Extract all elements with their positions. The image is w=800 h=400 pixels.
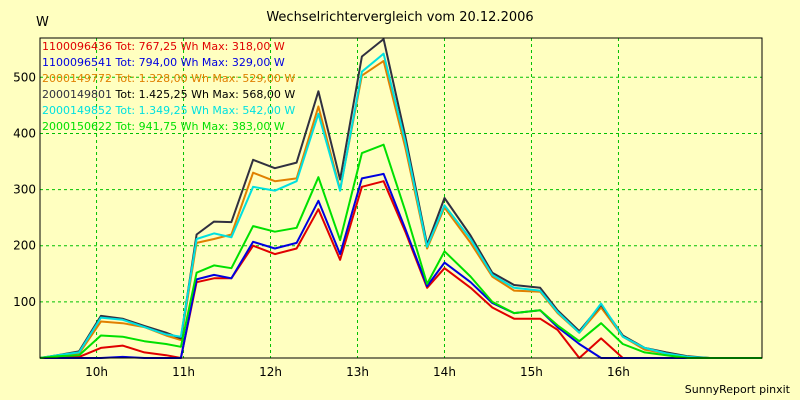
footer-credit: SunnyReport pinxit [684, 383, 790, 396]
y-tick-label-500: 500 [13, 70, 36, 84]
x-tick-label-13h: 13h [346, 365, 369, 379]
x-tick-label-10h: 10h [85, 365, 108, 379]
legend-entry-2000149801: 2000149801 Tot: 1.425,25 Wh Max: 568,00 … [42, 88, 295, 101]
x-tick-label-14h: 14h [433, 365, 456, 379]
legend-entry-2000150622: 2000150622 Tot: 941,75 Wh Max: 383,00 W [42, 120, 285, 133]
legend-entry-2000149852: 2000149852 Tot: 1.349,25 Wh Max: 542,00 … [42, 104, 295, 117]
x-tick-label-16h: 16h [607, 365, 630, 379]
x-tick-label-12h: 12h [259, 365, 282, 379]
y-tick-label-400: 400 [13, 126, 36, 140]
x-tick-label-11h: 11h [172, 365, 195, 379]
series-line-2000150622 [39, 143, 762, 359]
series-line-2000149852 [39, 52, 762, 359]
plot-border [39, 37, 763, 359]
y-tick-label-300: 300 [13, 183, 36, 197]
legend-entry-2000149772: 2000149772 Tot: 1.328,00 Wh Max: 529,00 … [42, 72, 295, 85]
y-tick-label-200: 200 [13, 239, 36, 253]
y-axis-unit: W [36, 15, 49, 30]
y-tick-label-100: 100 [13, 295, 36, 309]
legend-entry-1100096436: 1100096436 Tot: 767,25 Wh Max: 318,00 W [42, 40, 285, 53]
chart-title: Wechselrichtervergleich vom 20.12.2006 [266, 10, 534, 25]
x-tick-label-15h: 15h [520, 365, 543, 379]
legend-entry-1100096541: 1100096541 Tot: 794,00 Wh Max: 329,00 W [42, 56, 285, 69]
